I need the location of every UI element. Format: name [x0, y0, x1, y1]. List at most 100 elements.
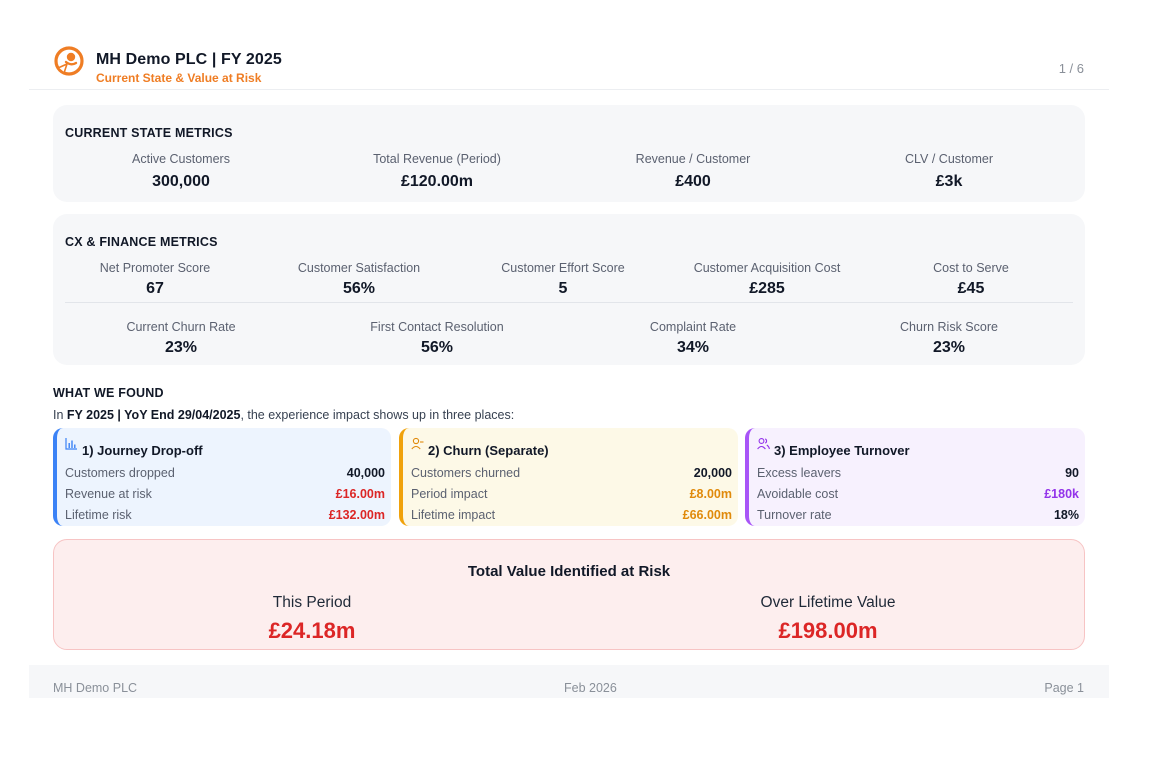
- cx-finance-row-1: Net Promoter Score 67 Customer Satisfact…: [53, 261, 1085, 298]
- metric-value: £400: [675, 173, 711, 190]
- finding-value: 20,000: [693, 466, 732, 480]
- metric-value: 67: [146, 280, 164, 297]
- user-minus-icon: [411, 437, 424, 450]
- total-value-at-risk-card: Total Value Identified at Risk This Peri…: [53, 539, 1085, 650]
- finding-label: Customers dropped: [65, 466, 175, 480]
- total-lifetime-label: Over Lifetime Value: [760, 594, 896, 611]
- footer-company: MH Demo PLC: [53, 681, 138, 695]
- page-indicator: 1 / 6: [1058, 61, 1084, 76]
- total-lifetime: Over Lifetime Value £198.00m: [570, 594, 1086, 644]
- finding-title: 3) Employee Turnover: [774, 443, 910, 458]
- what-we-found-intro: In FY 2025 | YoY End 29/04/2025, the exp…: [53, 408, 514, 422]
- finding-value: £16.00m: [335, 487, 385, 501]
- metric-clv-per-customer: CLV / Customer £3k: [821, 152, 1077, 191]
- finding-value: £180k: [1044, 487, 1079, 501]
- current-state-metrics: Active Customers 300,000 Total Revenue (…: [53, 152, 1085, 191]
- finding-label: Revenue at risk: [65, 487, 152, 501]
- cx-finance-row-2: Current Churn Rate 23% First Contact Res…: [53, 320, 1085, 357]
- metric-label: CLV / Customer: [905, 152, 993, 166]
- finding-value: 40,000: [346, 466, 385, 480]
- metric-churn-rate: Current Churn Rate 23%: [53, 320, 309, 357]
- what-we-found-heading: WHAT WE FOUND: [53, 386, 164, 400]
- finding-value: £66.00m: [682, 508, 732, 522]
- report-subtitle: Current State & Value at Risk: [96, 71, 262, 85]
- finding-title: 2) Churn (Separate): [428, 443, 549, 458]
- metric-label: Net Promoter Score: [99, 261, 211, 275]
- intro-period: FY 2025 | YoY End 29/04/2025: [66, 408, 241, 422]
- finding-row: Customers churned 20,000: [411, 466, 732, 480]
- finding-row: Lifetime impact £66.00m: [411, 508, 732, 522]
- intro-prefix: In: [53, 408, 67, 422]
- cx-finance-heading: CX & FINANCE METRICS: [65, 235, 218, 249]
- finding-label: Customers churned: [411, 466, 521, 480]
- metric-value: 56%: [420, 339, 454, 356]
- finding-label: Avoidable cost: [757, 487, 839, 501]
- finding-card-journey-dropoff: 1) Journey Drop-off Customers dropped 40,…: [53, 428, 391, 526]
- metric-label: Customer Satisfaction: [297, 261, 421, 275]
- metric-value: £120.00m: [400, 173, 474, 190]
- metric-label: Revenue / Customer: [635, 152, 751, 166]
- metric-label: Churn Risk Score: [900, 320, 998, 334]
- metric-complaint-rate: Complaint Rate 34%: [565, 320, 821, 357]
- finding-value: £132.00m: [328, 508, 385, 522]
- footer-date: Feb 2026: [564, 681, 617, 695]
- metric-label: Complaint Rate: [649, 320, 737, 334]
- metric-nps: Net Promoter Score 67: [53, 261, 257, 298]
- report-page: MH Demo PLC | FY 2025 Current State & Va…: [29, 30, 1109, 698]
- intro-suffix: , the experience impact shows up in thre…: [240, 408, 515, 422]
- finding-card-employee-turnover: 3) Employee Turnover Excess leavers 90 Av…: [745, 428, 1085, 526]
- finding-label: Turnover rate: [757, 508, 832, 522]
- metric-label: Customer Effort Score: [501, 261, 625, 275]
- metric-revenue-per-customer: Revenue / Customer £400: [565, 152, 821, 191]
- finding-label: Period impact: [411, 487, 488, 501]
- report-title: MH Demo PLC | FY 2025: [96, 51, 282, 68]
- metrics-divider: [65, 302, 1073, 303]
- metric-value: 23%: [164, 339, 198, 356]
- total-heading: Total Value Identified at Risk: [467, 563, 671, 580]
- cx-finance-card: CX & FINANCE METRICS Net Promoter Score …: [53, 214, 1085, 365]
- metric-label: Cost to Serve: [933, 261, 1009, 275]
- metric-cac: Customer Acquisition Cost £285: [665, 261, 869, 298]
- total-this-period: This Period £24.18m: [54, 594, 570, 644]
- metric-total-revenue: Total Revenue (Period) £120.00m: [309, 152, 565, 191]
- metric-ces: Customer Effort Score 5: [461, 261, 665, 298]
- total-lifetime-value: £198.00m: [778, 618, 878, 643]
- metric-value: £3k: [935, 173, 963, 190]
- metric-value: £45: [957, 280, 985, 297]
- report-header: MH Demo PLC | FY 2025 Current State & Va…: [29, 30, 1109, 90]
- finding-row: Turnover rate 18%: [757, 508, 1079, 522]
- report-footer: MH Demo PLC Feb 2026 Page 1: [29, 665, 1109, 698]
- metric-label: Customer Acquisition Cost: [693, 261, 841, 275]
- metric-csat: Customer Satisfaction 56%: [257, 261, 461, 298]
- finding-row: Lifetime risk £132.00m: [65, 508, 385, 522]
- metric-cost-to-serve: Cost to Serve £45: [869, 261, 1073, 298]
- total-period-value: £24.18m: [268, 618, 356, 643]
- finding-label: Lifetime risk: [65, 508, 132, 522]
- finding-title: 1) Journey Drop-off: [82, 443, 203, 458]
- finding-label: Excess leavers: [757, 466, 842, 480]
- finding-value: £8.00m: [689, 487, 732, 501]
- finding-value: 90: [1065, 466, 1079, 480]
- current-state-heading: CURRENT STATE METRICS: [65, 126, 233, 140]
- metric-value: 300,000: [152, 173, 210, 190]
- brand-logo-icon: [54, 46, 84, 76]
- bar-chart-icon: [65, 438, 77, 450]
- footer-page: Page 1: [1044, 681, 1084, 695]
- metric-fcr: First Contact Resolution 56%: [309, 320, 565, 357]
- metric-churn-risk-score: Churn Risk Score 23%: [821, 320, 1077, 357]
- metric-value: 56%: [342, 280, 376, 297]
- finding-value: 18%: [1053, 508, 1079, 522]
- metric-value: £285: [749, 280, 785, 297]
- finding-row: Customers dropped 40,000: [65, 466, 385, 480]
- metric-label: Active Customers: [132, 152, 230, 166]
- finding-row: Excess leavers 90: [757, 466, 1079, 480]
- metric-value: 5: [558, 280, 568, 297]
- finding-card-churn: 2) Churn (Separate) Customers churned 20,…: [399, 428, 738, 526]
- metric-label: Total Revenue (Period): [373, 152, 501, 166]
- finding-label: Lifetime impact: [411, 508, 496, 522]
- finding-row: Avoidable cost £180k: [757, 487, 1079, 501]
- metric-value: 23%: [932, 339, 966, 356]
- current-state-card: CURRENT STATE METRICS Active Customers 3…: [53, 105, 1085, 202]
- metric-active-customers: Active Customers 300,000: [53, 152, 309, 191]
- users-icon: [757, 438, 770, 450]
